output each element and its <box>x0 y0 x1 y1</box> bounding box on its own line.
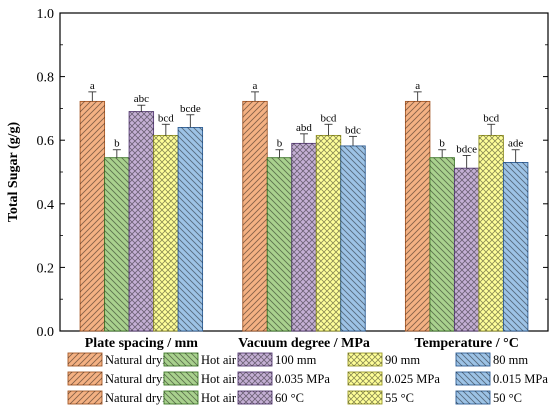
significance-label: ade <box>508 138 523 150</box>
significance-label: a <box>253 80 258 92</box>
legend-swatch-hatch <box>238 353 272 366</box>
legend-swatch-hatch <box>348 391 382 404</box>
legend-label: 0.035 MPa <box>275 372 330 386</box>
significance-label: bcd <box>158 112 174 124</box>
legend-label: Natural drying <box>105 353 179 367</box>
legend-swatch-hatch <box>68 372 102 385</box>
significance-label: b <box>277 138 283 150</box>
legend-label: 80 mm <box>493 353 528 367</box>
legend-label: Hot air <box>201 353 237 367</box>
legend: Natural drying Hot air 100 mm 90 mm 80 mm Nat… <box>67 352 548 405</box>
bar-hatch <box>153 135 179 331</box>
legend-swatch-hatch <box>348 372 382 385</box>
bar-hatch <box>340 145 366 331</box>
bar-hatch <box>104 157 130 331</box>
legend-swatch-hatch <box>456 391 490 404</box>
legend-label: Hot air <box>201 391 237 405</box>
plot-area: 0.0 0.2 0.4 0.6 0.8 1.0 Total Sugar (g/g) Plate… <box>6 7 549 351</box>
x-category-label: Plate spacing / mm <box>85 336 198 351</box>
y-tick-label: 1.0 <box>37 7 55 22</box>
legend-label: 90 mm <box>385 353 420 367</box>
y-tick-label: 0.4 <box>37 198 55 213</box>
significance-label: bcd <box>321 112 337 124</box>
bar-hatch <box>405 101 430 332</box>
significance-label: b <box>114 138 120 150</box>
bar-hatch <box>454 168 479 331</box>
legend-label: Hot air <box>201 372 237 386</box>
y-tick-label: 0.0 <box>37 325 55 340</box>
bar-hatch <box>291 143 317 331</box>
legend-label: 0.025 MPa <box>385 372 440 386</box>
bar-hatch <box>267 157 292 331</box>
legend-swatch-hatch <box>348 353 382 366</box>
bar-hatch <box>129 111 154 331</box>
significance-label: a <box>90 80 95 92</box>
bar-hatch <box>242 101 268 332</box>
significance-label: abc <box>134 93 149 105</box>
legend-swatch-hatch <box>68 391 102 404</box>
x-category-label: Temperature / °C <box>414 336 518 351</box>
bar-hatch <box>316 135 341 331</box>
bar-hatch <box>80 101 105 332</box>
legend-label: Natural drying <box>105 391 179 405</box>
legend-label: 0.015 MPa <box>493 372 548 386</box>
bar-hatch <box>429 157 455 331</box>
legend-swatch-hatch <box>164 353 198 366</box>
y-axis-title: Total Sugar (g/g) <box>6 121 21 222</box>
legend-label: 50 °C <box>493 391 522 405</box>
significance-label: a <box>415 80 420 92</box>
legend-swatch-hatch <box>456 372 490 385</box>
significance-label: bdc <box>345 124 361 136</box>
bar-hatch <box>178 127 203 331</box>
legend-swatch-hatch <box>164 372 198 385</box>
legend-swatch-hatch <box>456 353 490 366</box>
bar-hatch <box>503 162 528 331</box>
significance-label: abd <box>296 122 312 134</box>
legend-label: 100 mm <box>275 353 317 367</box>
significance-label: bdce <box>456 143 477 155</box>
significance-label: b <box>439 138 445 150</box>
x-category-label: Vacuum degree / MPa <box>238 336 370 351</box>
legend-swatch-hatch <box>238 372 272 385</box>
bar-hatch <box>478 135 504 331</box>
legend-swatch-hatch <box>68 353 102 366</box>
significance-label: bcd <box>483 112 499 124</box>
significance-label: bcde <box>180 103 201 115</box>
legend-label: 55 °C <box>385 391 414 405</box>
y-tick-label: 0.2 <box>37 261 55 276</box>
legend-label: Natural drying <box>105 372 179 386</box>
y-tick-label: 0.8 <box>37 71 55 86</box>
legend-swatch-hatch <box>164 391 198 404</box>
y-tick-label: 0.6 <box>37 134 55 149</box>
legend-swatch-hatch <box>238 391 272 404</box>
legend-label: 60 °C <box>275 391 304 405</box>
